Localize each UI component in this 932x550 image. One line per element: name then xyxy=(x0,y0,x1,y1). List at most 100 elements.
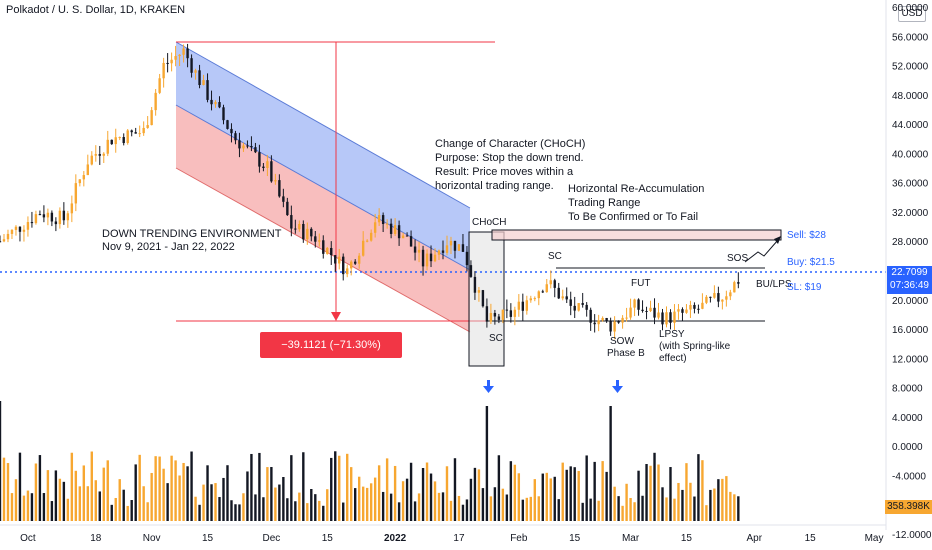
volume-bar xyxy=(266,467,269,521)
time-tick-label: Mar xyxy=(622,533,640,544)
candle-up xyxy=(713,293,716,298)
candle-up xyxy=(689,304,692,310)
price-tick-label: 52.0000 xyxy=(892,62,929,73)
volume-bar xyxy=(589,498,592,521)
time-axis[interactable]: Oct 18 Nov 15 Dec 15 2022 17 Feb 15 Mar 15 Apr 15 May xyxy=(20,533,883,544)
candle-up xyxy=(733,282,736,293)
volume-bar xyxy=(521,499,525,521)
volume-bar xyxy=(365,487,369,521)
time-tick-label: Dec xyxy=(262,533,280,544)
volume-bar xyxy=(557,499,560,521)
volume-bar xyxy=(437,492,441,521)
volume-bar xyxy=(190,451,193,521)
candle-up xyxy=(477,290,481,293)
volume-bar xyxy=(338,455,341,521)
candle-up xyxy=(118,137,121,139)
volume-bar xyxy=(689,482,692,521)
candle-down xyxy=(286,201,289,216)
measure-arrowhead xyxy=(331,312,341,321)
volume-bar xyxy=(685,463,688,521)
volume-bar xyxy=(497,455,501,521)
volume-bar xyxy=(377,465,381,521)
candle-down xyxy=(246,145,249,147)
candle-up xyxy=(346,268,349,275)
candle-up xyxy=(673,311,676,323)
time-tick-label: 18 xyxy=(90,533,102,544)
volume-bar xyxy=(42,493,46,521)
volume-bar xyxy=(533,479,536,521)
candle-up xyxy=(685,309,688,313)
candle-down xyxy=(409,236,413,247)
downtrend-dates: Nov 9, 2021 - Jan 22, 2022 xyxy=(102,241,235,253)
candle-up xyxy=(513,309,517,317)
volume-bar xyxy=(465,499,469,521)
candle-up xyxy=(146,125,149,128)
candle-down xyxy=(429,253,433,262)
candle-up xyxy=(373,222,377,233)
candle-up xyxy=(657,312,660,318)
volume-bar xyxy=(170,455,173,521)
volume-bar xyxy=(286,498,289,521)
candle-down xyxy=(226,120,229,129)
volume-bar xyxy=(677,482,680,521)
volume-bar xyxy=(445,466,449,521)
volume-bar xyxy=(270,467,273,521)
volume-bar xyxy=(178,475,181,521)
volume-bar xyxy=(162,468,165,521)
candle-up xyxy=(377,215,381,223)
last-price-tag: 22.7099 07:36:49 xyxy=(887,266,932,294)
volume-bar xyxy=(637,470,640,521)
price-tick-label: 40.0000 xyxy=(892,149,929,160)
candle-down xyxy=(322,240,325,254)
candle-up xyxy=(174,56,177,60)
volume-bar xyxy=(90,451,93,521)
candle-up xyxy=(138,133,141,135)
lpsy-label-3: effect) xyxy=(659,353,687,364)
volume-bar xyxy=(94,480,97,521)
volume-bar xyxy=(549,478,552,521)
candle-up xyxy=(350,261,353,269)
reacc-note-line-3: To Be Confirmed or To Fail xyxy=(568,211,698,223)
candle-up xyxy=(725,296,728,300)
volume-bar xyxy=(226,465,229,521)
candle-up xyxy=(633,299,636,308)
channel-mid-line xyxy=(175,104,471,271)
volume-bar xyxy=(477,469,481,521)
candle-up xyxy=(102,153,105,156)
currency-selector[interactable]: USD xyxy=(898,6,926,22)
candle-up xyxy=(34,214,38,224)
candle-up xyxy=(549,280,552,285)
volume-bar xyxy=(142,486,145,521)
candle-down xyxy=(669,312,672,323)
candle-down xyxy=(589,309,592,323)
volume-bar xyxy=(30,493,34,521)
candle-up xyxy=(2,239,6,242)
volume-bar xyxy=(6,463,10,521)
price-tick-label: 36.0000 xyxy=(892,179,929,190)
candle-down xyxy=(98,154,101,156)
volume-bar xyxy=(342,502,345,521)
candle-down xyxy=(605,317,608,321)
volume-bar xyxy=(429,473,433,521)
candle-up xyxy=(90,155,93,165)
candle-down xyxy=(661,312,664,325)
volume-bar xyxy=(130,500,133,521)
candle-up xyxy=(66,213,70,221)
choch-note-line-4: horizontal trading range. xyxy=(435,180,554,192)
candle-down xyxy=(481,290,485,307)
volume-bar xyxy=(573,467,576,521)
candle-down xyxy=(421,249,425,267)
volume-bar xyxy=(433,481,437,521)
candle-up xyxy=(266,161,269,168)
candle-down xyxy=(609,320,612,332)
volume-bar xyxy=(254,494,257,521)
candle-up xyxy=(621,317,624,323)
candle-down xyxy=(334,255,337,264)
candle-up xyxy=(22,229,26,232)
volume-bar xyxy=(641,495,644,521)
volume-bar xyxy=(78,486,82,521)
candle-down xyxy=(290,215,293,229)
volume-bar xyxy=(581,502,584,521)
candle-up xyxy=(182,48,185,55)
